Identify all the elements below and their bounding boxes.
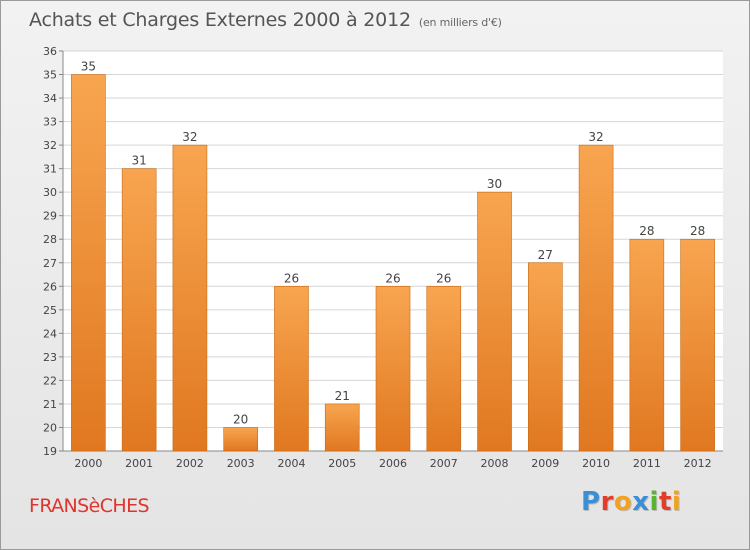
y-tick-label: 31 bbox=[43, 163, 57, 176]
logo-letter: r bbox=[600, 487, 614, 517]
x-tick-label: 2007 bbox=[430, 457, 458, 470]
x-tick-label: 2012 bbox=[684, 457, 712, 470]
y-tick-label: 34 bbox=[43, 92, 57, 105]
bar-2007 bbox=[426, 285, 462, 452]
bar-value-label: 32 bbox=[588, 130, 603, 144]
bar-2003 bbox=[223, 427, 258, 452]
bar-2005 bbox=[324, 403, 360, 452]
bar-2011 bbox=[629, 238, 665, 452]
y-tick-label: 24 bbox=[43, 327, 57, 340]
x-tick-label: 2008 bbox=[481, 457, 509, 470]
bar-2012 bbox=[680, 238, 715, 452]
bar-value-label: 28 bbox=[690, 224, 705, 238]
logo-letter: i bbox=[671, 487, 682, 517]
logo-letter: P bbox=[581, 487, 601, 517]
x-tick-label: 2010 bbox=[582, 457, 610, 470]
bar-value-label: 26 bbox=[436, 271, 451, 285]
y-tick-label: 21 bbox=[43, 398, 57, 411]
y-tick-label: 30 bbox=[43, 186, 57, 199]
x-tick-label: 2009 bbox=[531, 457, 559, 470]
bar-value-label: 35 bbox=[81, 60, 96, 74]
proxiti-logo: Proxiti bbox=[581, 487, 681, 517]
y-tick-label: 35 bbox=[43, 69, 57, 82]
y-tick-label: 33 bbox=[43, 116, 57, 129]
bar-2000 bbox=[71, 74, 106, 452]
x-tick-label: 2001 bbox=[125, 457, 153, 470]
y-tick-label: 19 bbox=[43, 445, 57, 458]
bar-value-label: 31 bbox=[132, 154, 147, 168]
y-tick-label: 23 bbox=[43, 351, 57, 364]
bar-2008 bbox=[477, 191, 512, 452]
bar-2002 bbox=[172, 144, 208, 452]
chart-title: Achats et Charges Externes 2000 à 2012 (e… bbox=[29, 9, 502, 31]
bar-value-label: 26 bbox=[385, 271, 400, 285]
y-tick-label: 22 bbox=[43, 374, 57, 387]
bar-value-label: 26 bbox=[284, 271, 299, 285]
bar-2001 bbox=[121, 168, 157, 452]
bar-value-label: 27 bbox=[538, 248, 553, 262]
logo-letter: o bbox=[613, 487, 633, 517]
y-tick-label: 25 bbox=[43, 304, 57, 317]
y-tick-label: 26 bbox=[43, 280, 57, 293]
y-tick-label: 27 bbox=[43, 257, 57, 270]
y-tick-label: 20 bbox=[43, 421, 57, 434]
bar-value-label: 20 bbox=[233, 412, 248, 426]
bar-2006 bbox=[375, 285, 411, 452]
bar-2004 bbox=[274, 285, 309, 452]
x-tick-label: 2005 bbox=[328, 457, 356, 470]
bar-value-label: 28 bbox=[639, 224, 654, 238]
bar-2009 bbox=[528, 262, 563, 452]
bar-value-label: 32 bbox=[182, 130, 197, 144]
y-tick-label: 29 bbox=[43, 210, 57, 223]
x-tick-label: 2006 bbox=[379, 457, 407, 470]
logo-letter: i bbox=[649, 487, 659, 517]
chart-unit: (en milliers d'€) bbox=[418, 16, 502, 29]
x-tick-label: 2002 bbox=[176, 457, 204, 470]
logo-letter: x bbox=[632, 487, 650, 517]
y-tick-label: 28 bbox=[43, 233, 57, 246]
bar-value-label: 30 bbox=[487, 177, 502, 191]
y-tick-label: 32 bbox=[43, 139, 57, 152]
x-tick-label: 2003 bbox=[227, 457, 255, 470]
x-tick-label: 2004 bbox=[277, 457, 305, 470]
logo-letter: t bbox=[658, 487, 672, 517]
bar-2010 bbox=[578, 144, 614, 452]
x-tick-label: 2000 bbox=[74, 457, 102, 470]
chart-title-text: Achats et Charges Externes 2000 à 2012 bbox=[29, 9, 411, 31]
bar-value-label: 21 bbox=[335, 389, 350, 403]
commune-name: FRANSèCHES bbox=[29, 495, 150, 517]
x-tick-label: 2011 bbox=[633, 457, 661, 470]
y-tick-label: 36 bbox=[43, 45, 57, 58]
